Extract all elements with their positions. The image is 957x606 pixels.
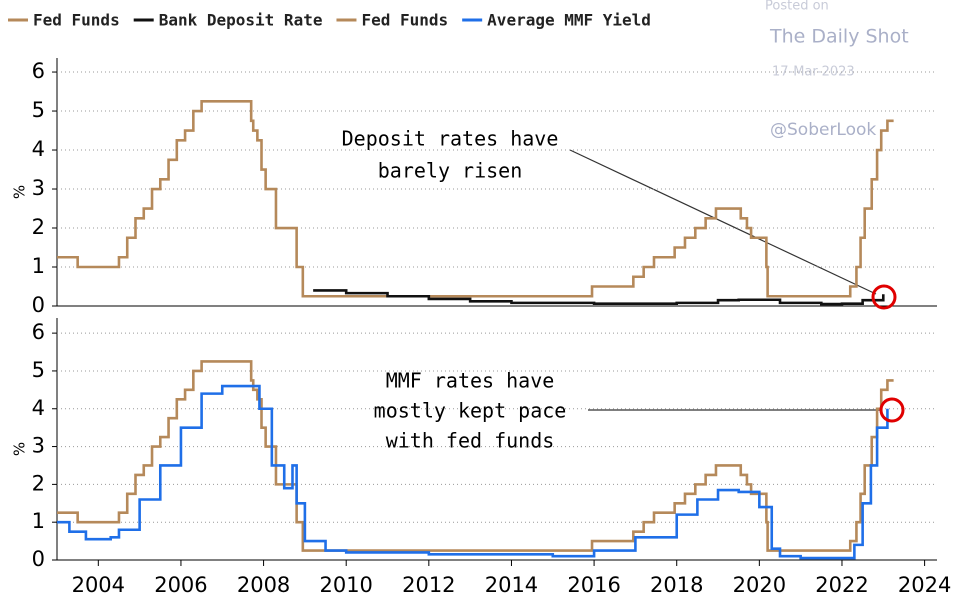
y-tick-label: 4 <box>32 137 45 161</box>
y-tick-label: 6 <box>32 320 45 344</box>
x-tick-label: 2020 <box>733 573 786 597</box>
y-tick-label: 5 <box>32 98 45 122</box>
y-tick-label: 3 <box>32 176 45 200</box>
legend-label: Fed Funds <box>361 11 448 30</box>
y-tick-label: 2 <box>32 215 45 239</box>
y-tick-label: 0 <box>32 293 45 317</box>
y-tick-label: 2 <box>32 471 45 495</box>
annotation: MMF rates have <box>386 369 555 393</box>
y-axis-label: % <box>11 442 29 456</box>
highlight-circle <box>879 397 905 423</box>
x-tick-label: 2022 <box>815 573 868 597</box>
annotation: Deposit rates have <box>342 127 559 151</box>
data-line <box>57 99 894 298</box>
y-axis-label: % <box>11 185 29 199</box>
data-line <box>57 360 894 552</box>
x-tick-label: 2006 <box>154 573 207 597</box>
y-tick-label: 1 <box>32 509 45 533</box>
data-line <box>57 384 889 560</box>
y-tick-label: 5 <box>32 358 45 382</box>
legend-label: Bank Deposit Rate <box>159 11 323 30</box>
x-tick-label: 2004 <box>72 573 125 597</box>
watermark: Posted on <box>765 0 829 14</box>
x-tick-label: 2018 <box>650 573 703 597</box>
annotation-arrow <box>569 149 877 295</box>
y-tick-label: 4 <box>32 396 45 420</box>
x-tick-label: 2012 <box>402 573 455 597</box>
highlight-circle <box>871 284 897 310</box>
annotation: with fed funds <box>386 429 555 453</box>
y-tick-label: 0 <box>32 547 45 571</box>
watermark: @SoberLook <box>770 120 876 140</box>
annotation: mostly kept pace <box>374 399 567 423</box>
legend-label: Fed Funds <box>33 11 120 30</box>
y-tick-label: 3 <box>32 434 45 458</box>
x-tick-label: 2008 <box>237 573 290 597</box>
y-tick-label: 6 <box>32 59 45 83</box>
x-tick-label: 2014 <box>485 573 538 597</box>
x-tick-label: 2016 <box>567 573 620 597</box>
data-line <box>313 289 885 306</box>
legend-label: Average MMF Yield <box>487 11 651 30</box>
x-tick-label: 2024 <box>898 573 951 597</box>
x-tick-label: 2010 <box>319 573 372 597</box>
y-tick-label: 1 <box>32 254 45 278</box>
annotation: barely risen <box>378 159 523 183</box>
watermark: The Daily Shot <box>769 26 909 48</box>
